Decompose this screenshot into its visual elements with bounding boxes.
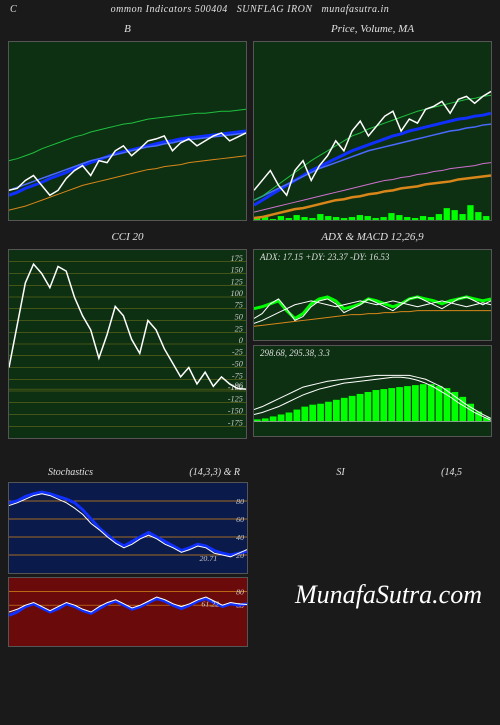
- svg-text:-150: -150: [228, 407, 243, 416]
- svg-text:20.71: 20.71: [199, 554, 217, 563]
- svg-text:-125: -125: [228, 395, 243, 404]
- header-left: C: [10, 4, 17, 15]
- svg-text:-25: -25: [232, 348, 243, 357]
- stoch-title-left: Stochastics: [48, 467, 93, 478]
- svg-text:40: 40: [236, 533, 244, 542]
- svg-text:-75: -75: [232, 371, 243, 380]
- adx-label: ADX: 17.15 +DY: 23.37 -DY: 16.53: [260, 252, 389, 262]
- chart-stoch-bot: 806061.22: [8, 577, 248, 647]
- macd-label: 298.68, 295.38, 3.3: [260, 348, 330, 358]
- svg-text:125: 125: [231, 277, 243, 286]
- svg-text:80: 80: [236, 588, 244, 597]
- svg-text:100: 100: [231, 289, 243, 298]
- stoch-title-si: SI: [336, 467, 344, 478]
- top-row: B Price, Volume, MA CCI 20 175 150 125 100 7…: [0, 19, 500, 439]
- chart-stoch-top: 8060402020.71: [8, 482, 248, 574]
- panel-adx-macd: ADX & MACD 12,26,9 ADX: 17.15 +DY: 23.37…: [253, 227, 492, 439]
- svg-text:-175: -175: [228, 418, 243, 427]
- panel-price: Price, Volume, MA: [253, 19, 492, 221]
- stoch-title-right: (14,5: [441, 467, 462, 478]
- chart-adx: ADX: 17.15 +DY: 23.37 -DY: 16.53: [253, 249, 492, 341]
- panel-b-title: B: [8, 19, 247, 41]
- svg-text:-50: -50: [232, 360, 243, 369]
- svg-text:150: 150: [231, 266, 243, 275]
- panel-cci: CCI 20 1751501251007550250-25-50-75-96-1…: [8, 227, 247, 439]
- panel-cci-title: CCI 20: [8, 227, 247, 249]
- chart-cci: 1751501251007550250-25-50-75-96-100-125-…: [8, 249, 247, 439]
- svg-text:60: 60: [236, 515, 244, 524]
- chart-b: [8, 41, 247, 221]
- svg-text:80: 80: [236, 497, 244, 506]
- panel-adx-title: ADX & MACD 12,26,9: [253, 227, 492, 249]
- svg-text:25: 25: [235, 324, 243, 333]
- page-header: C ommon Indicators 500404 SUNFLAG IRON m…: [0, 0, 500, 19]
- svg-text:75: 75: [235, 301, 243, 310]
- svg-text:175: 175: [231, 254, 243, 263]
- chart-macd: 298.68, 295.38, 3.3: [253, 345, 492, 437]
- stoch-title-mid: (14,3,3) & R: [189, 467, 240, 478]
- bottom-row: Stochastics (14,3,3) & R SI (14,5 80 60 40…: [0, 467, 500, 647]
- chart-price: [253, 41, 492, 221]
- svg-text:50: 50: [235, 313, 243, 322]
- svg-text:61.22: 61.22: [201, 600, 219, 609]
- stoch-header: Stochastics (14,3,3) & R SI (14,5: [8, 467, 492, 482]
- header-center: ommon Indicators 500404 SUNFLAG IRON mun…: [111, 4, 390, 15]
- watermark: MunafaSutra.com: [295, 580, 482, 610]
- panel-b: B: [8, 19, 247, 221]
- svg-text:0: 0: [239, 336, 243, 345]
- panel-price-title: Price, Volume, MA: [253, 19, 492, 41]
